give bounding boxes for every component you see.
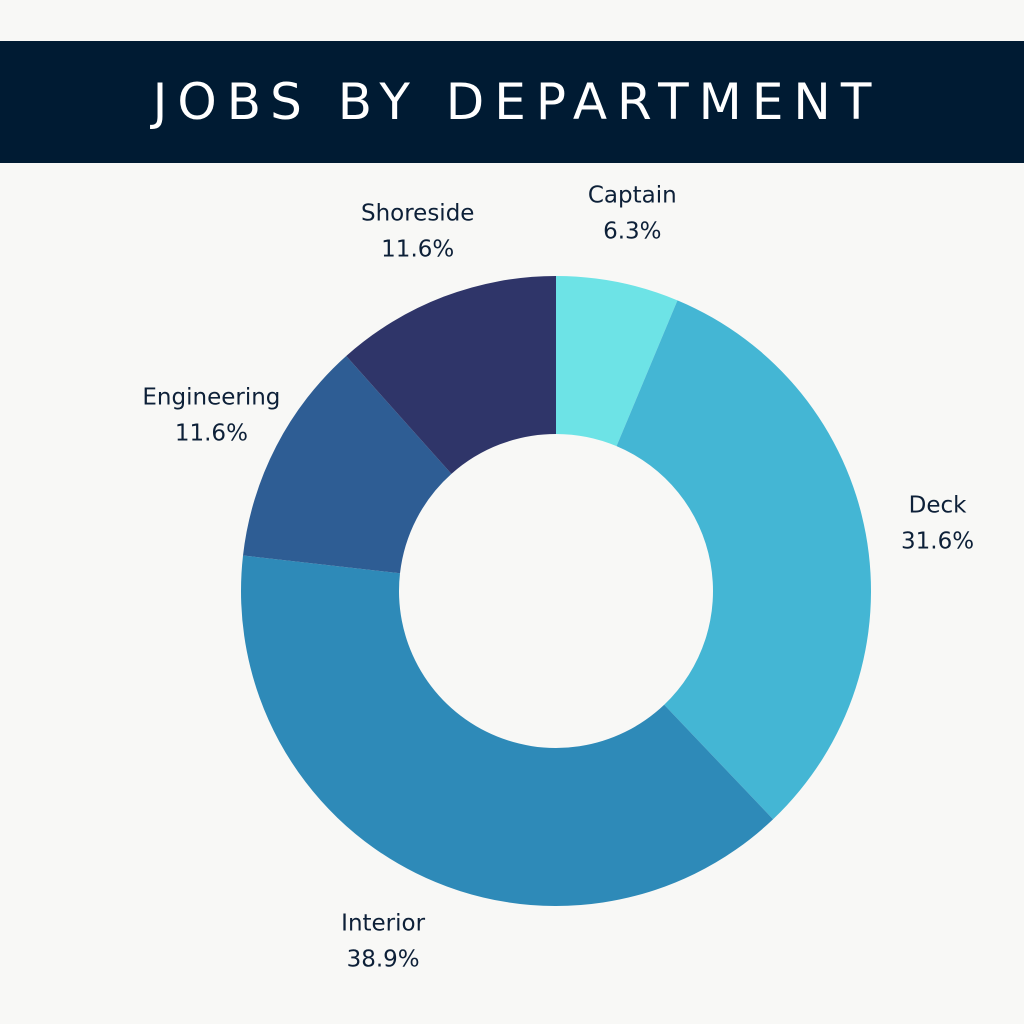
slice-label-shoreside: Shoreside 11.6% [361,200,474,262]
slice-value: 11.6% [175,421,248,447]
slice-name: Interior [341,910,425,936]
slice-shoreside [346,276,556,474]
chart-title: JOBS BY DEPARTMENT [152,73,882,131]
slice-value: 6.3% [603,219,661,245]
slice-name: Deck [909,493,968,519]
slice-value: 38.9% [347,946,420,972]
slice-label-captain: Captain 6.3% [588,183,677,245]
slice-interior [241,555,774,907]
slice-captain [556,276,678,447]
slice-label-interior: Interior 38.9% [341,910,425,972]
slice-deck [616,300,872,820]
slice-name: Shoreside [361,200,474,226]
slice-value: 31.6% [901,529,974,555]
slice-value: 11.6% [381,236,454,262]
slice-label-deck: Deck 31.6% [901,493,974,555]
title-banner: JOBS BY DEPARTMENT [0,41,1024,163]
donut-hole [399,434,713,748]
slice-name: Captain [588,183,677,209]
slice-name: Engineering [142,385,280,411]
slice-label-engineering: Engineering 11.6% [142,385,280,447]
slice-engineering [243,356,452,574]
